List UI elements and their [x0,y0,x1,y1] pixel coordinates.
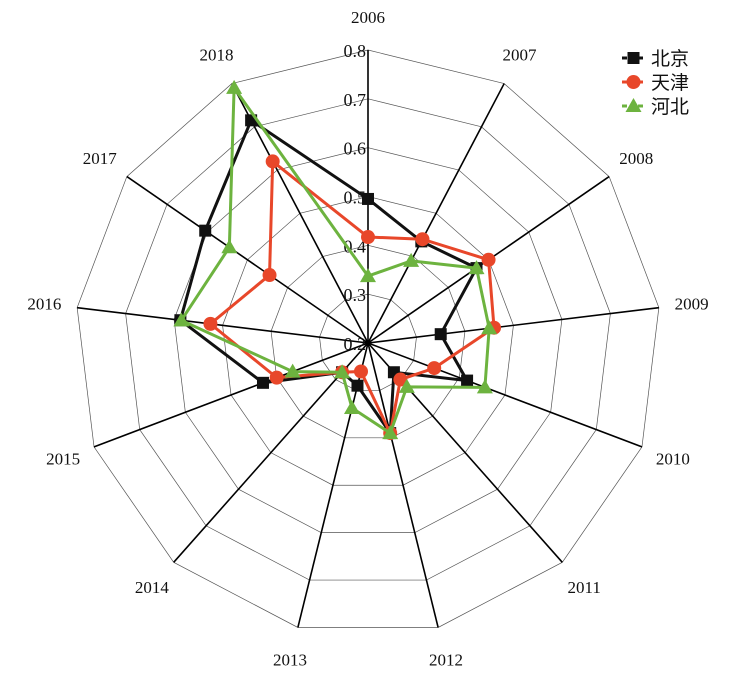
category-label: 2011 [567,578,600,597]
category-label: 2010 [656,450,690,469]
legend-marker [626,75,641,89]
data-point [415,232,430,247]
series-2 [203,154,502,441]
data-point [256,376,269,389]
data-point [361,230,375,245]
series-3 [173,79,498,440]
data-point [476,379,493,394]
series-line [208,158,496,438]
data-point [461,374,474,387]
legend-label: 河北 [651,96,689,118]
legend-label: 天津 [651,72,689,94]
grid-ring [319,293,417,391]
axis-spoke [367,342,643,448]
data-point [173,312,190,327]
data-point [360,268,376,283]
tick-label: 0.6 [344,139,367,159]
axis-spoke [77,306,369,344]
data-point [265,154,280,169]
data-point [199,224,212,237]
axis-spoke [93,342,369,448]
data-point [353,364,368,379]
data-point [468,260,485,275]
grid-ring [76,49,660,628]
axis-spoke [231,83,369,344]
category-label: 2014 [135,578,170,597]
tick-label: 0.2 [344,334,367,354]
data-point [403,252,420,267]
category-label: 2007 [502,45,537,64]
series-line [178,118,479,438]
axis-spoke [173,342,369,563]
category-label: 2016 [27,295,61,314]
data-point [203,316,218,331]
axis-spoke [126,175,369,344]
data-point [398,378,415,393]
data-point [362,192,374,205]
data-point [245,114,258,127]
category-label: 2008 [619,149,653,168]
data-point [226,79,243,94]
category-label: 2012 [429,651,463,668]
data-point [262,268,277,283]
data-point [221,239,238,254]
tick-label: 0.3 [344,285,367,305]
data-point [284,363,301,378]
axis-spoke [367,306,659,344]
data-point [343,399,360,414]
data-point [481,252,496,267]
data-point [481,320,498,335]
data-point [334,364,351,379]
data-point [393,372,408,387]
category-label: 2017 [83,149,118,168]
legend-marker [625,98,642,112]
tick-label: 0.8 [344,41,367,61]
data-point [382,425,399,440]
grid-ring [270,244,466,439]
grid-ring [222,196,514,486]
series-line [179,83,491,436]
grid-ring [125,98,611,581]
legend-label: 北京 [651,48,689,70]
category-label: 2006 [351,8,385,27]
axis-spoke [367,83,505,344]
data-point [269,370,284,385]
category-label: 2015 [46,450,80,469]
legend-marker [627,52,640,64]
data-point [427,361,442,376]
data-point [351,379,364,392]
axis-spoke [367,342,439,628]
category-label: 2013 [273,651,307,668]
data-point [434,328,447,341]
category-label: 2018 [200,45,234,64]
tick-label: 0.7 [344,90,367,110]
category-label: 2009 [675,295,709,314]
